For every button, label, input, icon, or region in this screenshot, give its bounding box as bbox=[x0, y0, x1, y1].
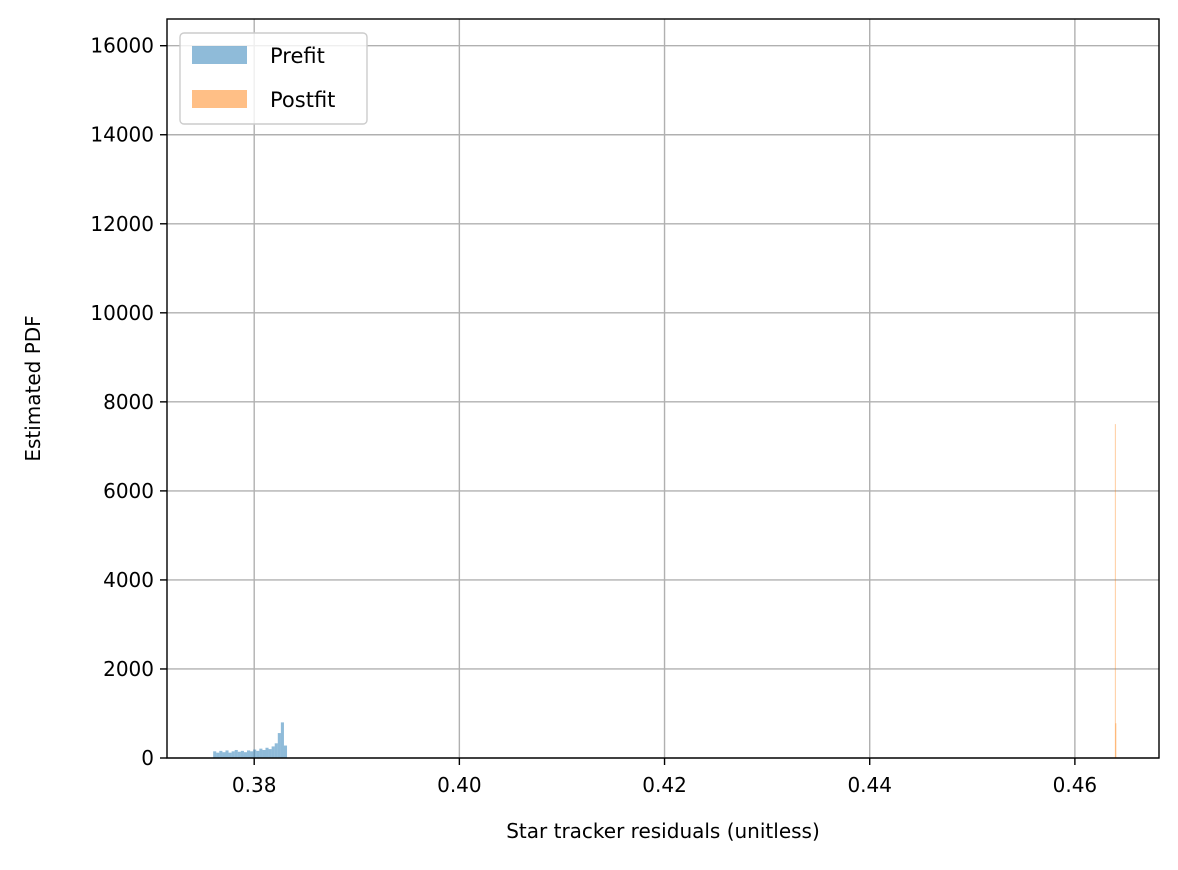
histogram-bar bbox=[240, 750, 244, 758]
histogram-bar bbox=[216, 752, 220, 758]
histogram-bar bbox=[277, 733, 281, 758]
histogram-bar bbox=[250, 751, 254, 758]
y-tick-label: 14000 bbox=[90, 123, 154, 147]
y-tick-label: 8000 bbox=[103, 390, 154, 414]
x-axis-label: Star tracker residuals (unitless) bbox=[506, 819, 820, 843]
legend-swatch-postfit bbox=[192, 90, 247, 108]
histogram-bar bbox=[231, 751, 235, 758]
legend: Prefit Postfit bbox=[179, 32, 368, 125]
histogram-bar bbox=[237, 751, 241, 758]
histogram-bar bbox=[253, 749, 257, 758]
series-prefit bbox=[213, 722, 288, 758]
histogram-bar bbox=[225, 750, 229, 758]
x-tick-label: 0.42 bbox=[642, 773, 687, 797]
x-tick-label: 0.40 bbox=[437, 773, 482, 797]
y-tick-label: 4000 bbox=[103, 568, 154, 592]
histogram-bar bbox=[265, 747, 269, 758]
histogram-bar bbox=[213, 751, 217, 758]
y-axis-label: Estimated PDF bbox=[21, 315, 45, 461]
histogram-bar bbox=[234, 749, 238, 758]
histogram-bar bbox=[247, 750, 251, 758]
plot-frame bbox=[166, 18, 1160, 759]
x-tick-label: 0.44 bbox=[847, 773, 892, 797]
histogram-bar bbox=[222, 752, 226, 758]
histogram-bar bbox=[274, 743, 278, 758]
legend-swatch-prefit bbox=[192, 46, 247, 64]
y-tick-label: 12000 bbox=[90, 212, 154, 236]
histogram-bar bbox=[280, 722, 284, 758]
histogram-bar bbox=[219, 750, 223, 758]
y-tick-label: 6000 bbox=[103, 479, 154, 503]
legend-label-prefit: Prefit bbox=[270, 44, 325, 68]
histogram-bar bbox=[1115, 723, 1117, 758]
histogram-bar bbox=[228, 752, 232, 758]
y-tick-label: 2000 bbox=[103, 657, 154, 681]
histogram-bar bbox=[1114, 424, 1116, 758]
y-tick-label: 16000 bbox=[90, 34, 154, 58]
x-tick-label: 0.38 bbox=[232, 773, 277, 797]
histogram-bar bbox=[259, 748, 263, 758]
y-tick-label: 0 bbox=[141, 746, 154, 770]
histogram-bar bbox=[243, 752, 248, 758]
histogram-bars bbox=[213, 424, 1117, 758]
series-postfit bbox=[1114, 424, 1117, 758]
legend-label-postfit: Postfit bbox=[270, 88, 335, 112]
histogram-bar bbox=[262, 749, 266, 758]
axis-ticks: 0.38 0.40 0.42 0.44 0.46 0 2000 4000 6000 8000 100… bbox=[90, 34, 1097, 797]
histogram-bar bbox=[283, 745, 288, 758]
histogram-bar bbox=[256, 750, 260, 758]
x-tick-label: 0.46 bbox=[1053, 773, 1098, 797]
y-tick-label: 10000 bbox=[90, 301, 154, 325]
histogram-bar bbox=[268, 749, 272, 758]
histogram-bar bbox=[271, 746, 275, 758]
